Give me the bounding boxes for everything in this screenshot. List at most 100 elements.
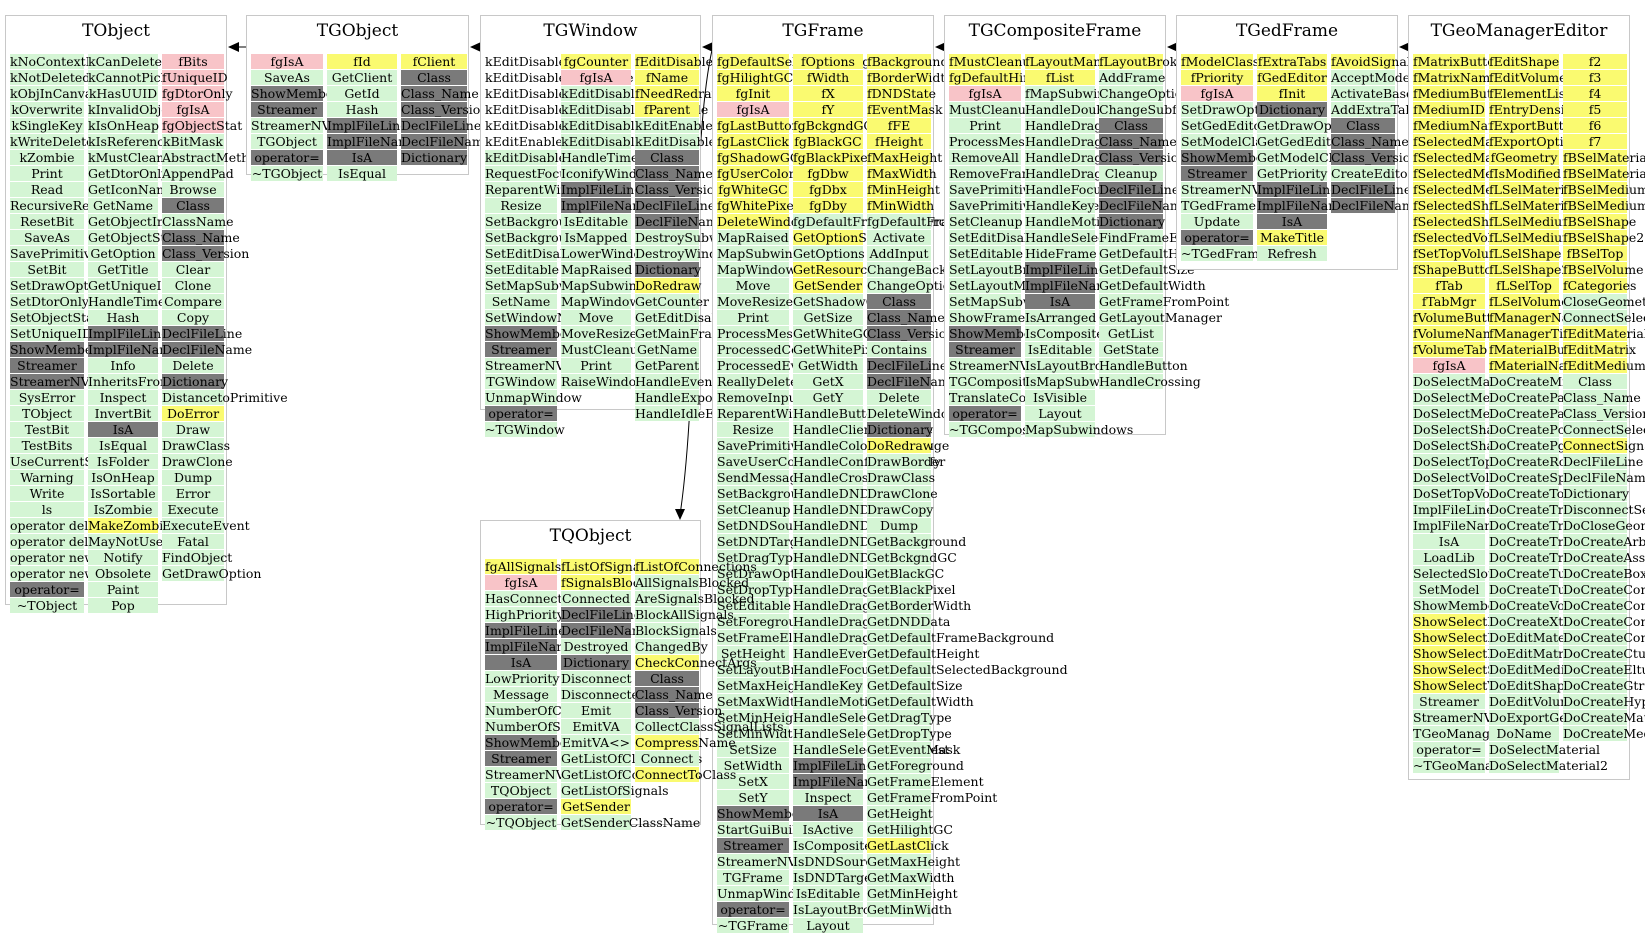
member-cell: fManagerTitle bbox=[1489, 326, 1580, 341]
member-cell: fSelectedMedium bbox=[1413, 166, 1525, 181]
member-cell: kEditDisableResize bbox=[485, 102, 608, 117]
member-cell: ~TGWindow bbox=[485, 422, 565, 437]
arrowhead bbox=[228, 42, 239, 52]
member-cell: Fatal bbox=[162, 534, 224, 549]
member-cell: Streamer bbox=[251, 102, 323, 117]
member-cell: DoName bbox=[1489, 726, 1559, 741]
member-cell: ProcessedConfigure bbox=[717, 342, 845, 357]
member-cell: kEditDisableEvents bbox=[561, 118, 686, 133]
member-cell: Dictionary bbox=[867, 422, 934, 437]
member-cell: Class bbox=[1563, 374, 1627, 389]
member-cell: DoCreateXtru bbox=[1489, 614, 1578, 629]
member-cell: DoCreateMedium bbox=[1563, 726, 1645, 741]
member-cell: kIsOnHeap bbox=[88, 118, 159, 133]
member-cell: fMinWidth bbox=[867, 198, 935, 213]
member-cell: HandleTimer bbox=[561, 150, 645, 165]
member-cell: HandleTimer bbox=[88, 294, 172, 309]
member-cell: fgWhiteGC bbox=[717, 182, 789, 197]
member-cell: Execute bbox=[162, 502, 224, 517]
member-cell: Class_Version bbox=[635, 703, 723, 718]
member-cell: HandleDragLeave bbox=[1025, 150, 1140, 165]
member-cell: HandleSelection bbox=[793, 710, 898, 725]
member-cell: SetEditDisabled bbox=[949, 230, 1052, 245]
member-cell: HandleEvent bbox=[793, 646, 876, 661]
member-cell: ResetBit bbox=[10, 214, 84, 229]
member-cell: ShowMembers bbox=[485, 326, 580, 341]
member-cell: fX bbox=[793, 86, 863, 101]
member-cell: LoadLib bbox=[1413, 550, 1485, 565]
member-cell: fMediumButton bbox=[1413, 86, 1513, 101]
member-cell: fHeight bbox=[867, 134, 931, 149]
member-cell: TGeoManagerEditor bbox=[1413, 726, 1544, 741]
member-cell: fBSelShape bbox=[1563, 214, 1637, 229]
member-cell: fId bbox=[327, 54, 397, 69]
member-cell: HandleDNDEnter bbox=[793, 502, 906, 517]
member-cell: SetLayoutManager bbox=[949, 278, 1071, 293]
member-cell: Pop bbox=[88, 598, 158, 613]
member-cell: fManagerName bbox=[1489, 310, 1589, 325]
member-cell: IsA bbox=[327, 150, 397, 165]
member-cell: fgIsA bbox=[251, 54, 323, 69]
arrowhead bbox=[1399, 42, 1410, 52]
member-cell: BlockAllSignals bbox=[635, 607, 734, 622]
member-cell: ProcessMessage bbox=[717, 326, 823, 341]
member-cell: Read bbox=[10, 182, 84, 197]
member-cell: GetHeight bbox=[867, 806, 933, 821]
member-cell: kCanDelete bbox=[88, 54, 162, 69]
member-cell: GetForeground bbox=[867, 758, 964, 773]
member-cell: Move bbox=[717, 278, 789, 293]
member-cell: GetName bbox=[635, 342, 699, 357]
member-cell: DeleteWindow bbox=[867, 406, 960, 421]
member-cell: ImplFileName bbox=[485, 639, 576, 654]
member-cell: Class bbox=[1331, 118, 1395, 133]
member-cell: Class_Version bbox=[635, 182, 723, 197]
member-cell: fBSelVolume bbox=[1563, 262, 1644, 277]
member-cell: fCategories bbox=[1563, 278, 1637, 293]
member-cell: SaveAs bbox=[251, 70, 323, 85]
member-cell: ImplFileLine bbox=[88, 326, 169, 341]
member-cell: HandleFocusChange bbox=[793, 662, 925, 677]
member-cell: SetDNDTarget bbox=[717, 534, 811, 549]
member-cell: GetMinHeight bbox=[867, 886, 958, 901]
member-cell: HandleSelectionRequest bbox=[793, 742, 949, 757]
member-cell: fEditVolume bbox=[1489, 70, 1567, 85]
member-cell: DoCreateRotation bbox=[1489, 454, 1604, 469]
member-cell: ~TGCompositeFrame bbox=[949, 422, 1087, 437]
member-cell: fBSelMaterial2 bbox=[1563, 166, 1645, 181]
member-cell: GetDefaultSize bbox=[867, 678, 963, 693]
member-cell: fShapeButton bbox=[1413, 262, 1500, 277]
member-cell: DeclFileLine bbox=[1331, 182, 1412, 197]
member-cell: GetId bbox=[327, 86, 397, 101]
member-cell: fgCounter bbox=[561, 54, 631, 69]
member-cell: SetUniqueID bbox=[10, 326, 92, 341]
member-cell: GetIconName bbox=[88, 182, 176, 197]
member-cell: HandleDNDLeave bbox=[793, 534, 908, 549]
member-cell: Contains bbox=[867, 342, 931, 357]
member-cell: DoCreateTrd2 bbox=[1489, 550, 1580, 565]
member-cell: AcceptModel bbox=[1331, 70, 1415, 85]
member-cell: DoSelectTopVolume bbox=[1413, 454, 1540, 469]
member-cell: kCannotPick bbox=[88, 70, 169, 85]
member-cell: fIsModified bbox=[1489, 166, 1562, 181]
member-cell: ChangeBackground bbox=[867, 262, 993, 277]
member-cell: GetX bbox=[793, 374, 863, 389]
member-cell: GetMaxWidth bbox=[867, 870, 955, 885]
member-cell: HandleDragLeave bbox=[793, 614, 908, 629]
member-cell: fExportOption bbox=[1489, 134, 1580, 149]
member-cell: Streamer bbox=[485, 751, 557, 766]
member-cell: DoEditVolume bbox=[1489, 694, 1580, 709]
member-cell: fgBckgndGC bbox=[793, 118, 873, 133]
member-cell: kOverwrite bbox=[10, 102, 84, 117]
member-cell: ls bbox=[10, 502, 84, 517]
member-cell: Refresh bbox=[1257, 246, 1327, 261]
member-cell: fgInit bbox=[717, 86, 789, 101]
member-cell: Message bbox=[485, 687, 557, 702]
member-cell: ImplFileLine bbox=[561, 182, 642, 197]
member-cell: StreamerNVirtual bbox=[1181, 182, 1295, 197]
member-cell: fgIsA bbox=[561, 70, 631, 85]
member-cell: AddFrame bbox=[1099, 70, 1166, 85]
member-cell: ShowMembers bbox=[10, 342, 105, 357]
member-cell: MapSubwindows bbox=[561, 278, 670, 293]
member-cell: ShowSelectMatrix bbox=[1413, 630, 1530, 645]
member-cell: DeclFileName bbox=[1099, 198, 1190, 213]
